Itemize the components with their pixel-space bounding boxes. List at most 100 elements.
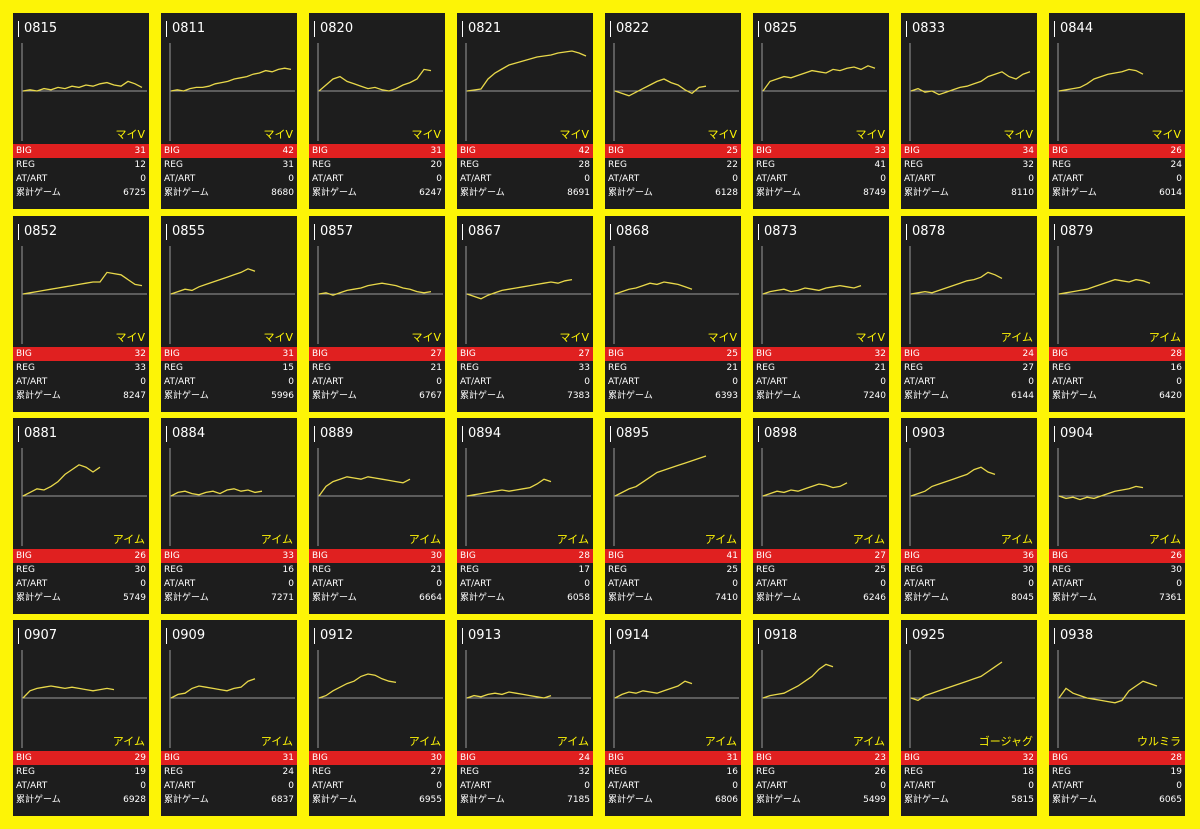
reg-row-value: 16 bbox=[726, 767, 738, 777]
machine-card[interactable]: 0894 アイム BIG 28 REG 17 AT/ART 0 累計ゲーム 6058 bbox=[457, 418, 593, 614]
big-row-label: BIG bbox=[756, 349, 772, 359]
machine-number: 0811 bbox=[166, 21, 205, 37]
machine-card[interactable]: 0811 マイV BIG 42 REG 31 AT/ART 0 累計ゲーム 8680 bbox=[161, 13, 297, 209]
machine-model: アイム bbox=[556, 533, 589, 546]
reg-row: REG 25 bbox=[753, 563, 889, 577]
trend-line bbox=[318, 68, 432, 92]
total-games-row-value: 8749 bbox=[863, 188, 886, 198]
reg-row-label: REG bbox=[756, 363, 775, 373]
big-row-value: 28 bbox=[578, 551, 590, 561]
machine-model: マイV bbox=[559, 331, 589, 344]
machine-number: 0820 bbox=[314, 21, 353, 37]
big-row-label: BIG bbox=[312, 551, 328, 561]
total-games-row-value: 8691 bbox=[567, 188, 590, 198]
reg-row-value: 20 bbox=[430, 160, 442, 170]
machine-number: 0873 bbox=[758, 224, 797, 240]
at-art-row: AT/ART 0 bbox=[753, 375, 889, 389]
reg-row-label: REG bbox=[608, 565, 627, 575]
machine-card[interactable]: 0895 アイム BIG 41 REG 25 AT/ART 0 累計ゲーム 7410 bbox=[605, 418, 741, 614]
machine-card[interactable]: 0912 アイム BIG 30 REG 27 AT/ART 0 累計ゲーム 6955 bbox=[309, 620, 445, 816]
reg-row-value: 33 bbox=[578, 363, 590, 373]
machine-card[interactable]: 0852 マイV BIG 32 REG 33 AT/ART 0 累計ゲーム 8247 bbox=[13, 216, 149, 412]
trend-chart bbox=[613, 650, 739, 748]
trend-chart bbox=[21, 246, 147, 344]
total-games-row: 累計ゲーム 8749 bbox=[753, 186, 889, 200]
reg-row-value: 18 bbox=[1022, 767, 1034, 777]
big-row-label: BIG bbox=[904, 753, 920, 763]
reg-row: REG 18 bbox=[901, 765, 1037, 779]
machine-card[interactable]: 0833 マイV BIG 34 REG 32 AT/ART 0 累計ゲーム 8110 bbox=[901, 13, 1037, 209]
machine-model: アイム bbox=[1148, 331, 1181, 344]
machine-number: 0894 bbox=[462, 426, 501, 442]
machine-card[interactable]: 0820 マイV BIG 31 REG 20 AT/ART 0 累計ゲーム 6247 bbox=[309, 13, 445, 209]
machine-number: 0867 bbox=[462, 224, 501, 240]
trend-chart bbox=[169, 448, 295, 546]
reg-row: REG 32 bbox=[457, 765, 593, 779]
machine-card[interactable]: 0822 マイV BIG 25 REG 22 AT/ART 0 累計ゲーム 6128 bbox=[605, 13, 741, 209]
big-row: BIG 28 bbox=[457, 549, 593, 563]
total-games-row-label: 累計ゲーム bbox=[1052, 593, 1097, 603]
machine-card[interactable]: 0889 アイム BIG 30 REG 21 AT/ART 0 累計ゲーム 6664 bbox=[309, 418, 445, 614]
machine-card[interactable]: 0867 マイV BIG 27 REG 33 AT/ART 0 累計ゲーム 7383 bbox=[457, 216, 593, 412]
machine-card[interactable]: 0938 ウルミラ BIG 28 REG 19 AT/ART 0 累計ゲーム 6065 bbox=[1049, 620, 1185, 816]
machine-card[interactable]: 0914 アイム BIG 31 REG 16 AT/ART 0 累計ゲーム 6806 bbox=[605, 620, 741, 816]
machine-card[interactable]: 0857 マイV BIG 27 REG 21 AT/ART 0 累計ゲーム 6767 bbox=[309, 216, 445, 412]
machine-card[interactable]: 0821 マイV BIG 42 REG 28 AT/ART 0 累計ゲーム 8691 bbox=[457, 13, 593, 209]
total-games-row-value: 5996 bbox=[271, 391, 294, 401]
big-row-value: 24 bbox=[1022, 349, 1034, 359]
reg-row-label: REG bbox=[164, 160, 183, 170]
total-games-row-value: 6837 bbox=[271, 795, 294, 805]
machine-card[interactable]: 0878 アイム BIG 24 REG 27 AT/ART 0 累計ゲーム 6144 bbox=[901, 216, 1037, 412]
big-row-label: BIG bbox=[460, 349, 476, 359]
machine-card[interactable]: 0884 アイム BIG 33 REG 16 AT/ART 0 累計ゲーム 7271 bbox=[161, 418, 297, 614]
at-art-row-value: 0 bbox=[732, 781, 738, 791]
machine-card[interactable]: 0898 アイム BIG 27 REG 25 AT/ART 0 累計ゲーム 6246 bbox=[753, 418, 889, 614]
total-games-row-value: 6144 bbox=[1011, 391, 1034, 401]
reg-row-value: 32 bbox=[578, 767, 590, 777]
machine-card[interactable]: 0815 マイV BIG 31 REG 12 AT/ART 0 累計ゲーム 6725 bbox=[13, 13, 149, 209]
big-row-value: 32 bbox=[134, 349, 146, 359]
machine-number: 0852 bbox=[18, 224, 57, 240]
machine-number: 0895 bbox=[610, 426, 649, 442]
total-games-row-label: 累計ゲーム bbox=[460, 188, 505, 198]
total-games-row-label: 累計ゲーム bbox=[756, 391, 801, 401]
big-row-value: 31 bbox=[726, 753, 738, 763]
machine-card[interactable]: 0925 ゴージャグ BIG 32 REG 18 AT/ART 0 累計ゲーム 5815 bbox=[901, 620, 1037, 816]
reg-row: REG 33 bbox=[457, 361, 593, 375]
machine-card[interactable]: 0879 アイム BIG 28 REG 16 AT/ART 0 累計ゲーム 6420 bbox=[1049, 216, 1185, 412]
trend-chart bbox=[465, 650, 591, 748]
machine-card[interactable]: 0825 マイV BIG 33 REG 41 AT/ART 0 累計ゲーム 8749 bbox=[753, 13, 889, 209]
trend-chart bbox=[761, 448, 887, 546]
machine-card[interactable]: 0909 アイム BIG 31 REG 24 AT/ART 0 累計ゲーム 6837 bbox=[161, 620, 297, 816]
big-row: BIG 32 bbox=[753, 347, 889, 361]
at-art-row: AT/ART 0 bbox=[753, 172, 889, 186]
machine-card[interactable]: 0855 マイV BIG 31 REG 15 AT/ART 0 累計ゲーム 5996 bbox=[161, 216, 297, 412]
machine-card[interactable]: 0873 マイV BIG 32 REG 21 AT/ART 0 累計ゲーム 7240 bbox=[753, 216, 889, 412]
big-row-value: 30 bbox=[430, 753, 442, 763]
total-games-row-value: 6725 bbox=[123, 188, 146, 198]
machine-card[interactable]: 0903 アイム BIG 36 REG 30 AT/ART 0 累計ゲーム 8045 bbox=[901, 418, 1037, 614]
reg-row-value: 21 bbox=[874, 363, 886, 373]
total-games-row: 累計ゲーム 7240 bbox=[753, 389, 889, 403]
total-games-row-label: 累計ゲーム bbox=[312, 593, 357, 603]
reg-row: REG 41 bbox=[753, 158, 889, 172]
reg-row-label: REG bbox=[904, 565, 923, 575]
machine-number: 0904 bbox=[1054, 426, 1093, 442]
trend-line bbox=[318, 673, 397, 699]
machine-card[interactable]: 0918 アイム BIG 23 REG 26 AT/ART 0 累計ゲーム 5499 bbox=[753, 620, 889, 816]
big-row: BIG 42 bbox=[161, 144, 297, 158]
reg-row-value: 41 bbox=[874, 160, 886, 170]
reg-row-value: 16 bbox=[282, 565, 294, 575]
machine-card[interactable]: 0844 マイV BIG 26 REG 24 AT/ART 0 累計ゲーム 6014 bbox=[1049, 13, 1185, 209]
big-row: BIG 23 bbox=[753, 751, 889, 765]
total-games-row-label: 累計ゲーム bbox=[1052, 188, 1097, 198]
machine-card[interactable]: 0881 アイム BIG 26 REG 30 AT/ART 0 累計ゲーム 5749 bbox=[13, 418, 149, 614]
machine-card[interactable]: 0907 アイム BIG 29 REG 19 AT/ART 0 累計ゲーム 6928 bbox=[13, 620, 149, 816]
machine-card[interactable]: 0868 マイV BIG 25 REG 21 AT/ART 0 累計ゲーム 6393 bbox=[605, 216, 741, 412]
total-games-row-value: 5815 bbox=[1011, 795, 1034, 805]
big-row-label: BIG bbox=[904, 551, 920, 561]
machine-card[interactable]: 0904 アイム BIG 26 REG 30 AT/ART 0 累計ゲーム 7361 bbox=[1049, 418, 1185, 614]
big-row-label: BIG bbox=[756, 146, 772, 156]
machine-card[interactable]: 0913 アイム BIG 24 REG 32 AT/ART 0 累計ゲーム 7185 bbox=[457, 620, 593, 816]
at-art-row-value: 0 bbox=[732, 377, 738, 387]
